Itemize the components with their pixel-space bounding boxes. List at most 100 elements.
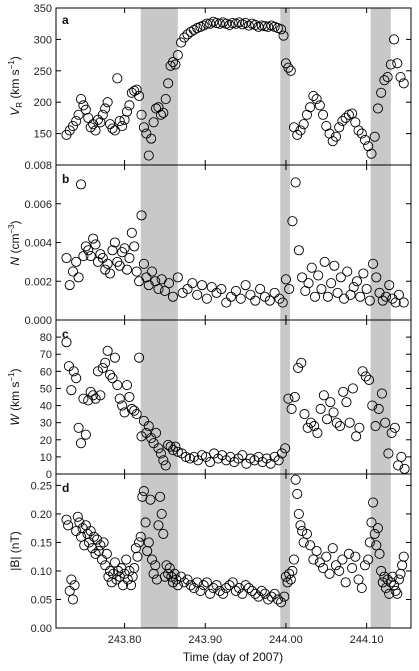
data-point — [97, 362, 108, 373]
data-point — [90, 239, 101, 250]
data-point — [73, 272, 84, 283]
data-point — [102, 258, 113, 269]
points-b — [61, 177, 409, 308]
data-point — [316, 283, 327, 295]
ylabel-a-end: ) — [8, 56, 22, 60]
data-point — [305, 540, 316, 551]
data-point — [88, 233, 99, 244]
data-point — [136, 109, 147, 120]
data-point — [138, 486, 149, 497]
xticks-d — [124, 474, 368, 628]
data-point — [342, 266, 353, 277]
data-point — [155, 491, 166, 502]
data-point — [170, 59, 181, 70]
data-point — [243, 583, 254, 594]
data-point — [145, 494, 156, 505]
data-point — [206, 282, 217, 293]
data-point — [88, 531, 99, 542]
data-point — [313, 270, 324, 281]
data-point — [325, 397, 336, 408]
panel-frame-b — [55, 164, 412, 321]
data-point — [150, 427, 162, 438]
data-point — [96, 554, 108, 565]
data-point — [308, 554, 319, 565]
yticks-d: 0.00 0.05 0.10 0.15 0.20 0.25 — [31, 480, 411, 635]
data-point — [332, 287, 343, 298]
data-point — [372, 103, 383, 114]
data-point — [146, 266, 158, 277]
data-point — [158, 455, 169, 466]
points-d — [61, 474, 409, 608]
data-point — [376, 87, 387, 98]
data-point — [359, 560, 371, 571]
data-point — [167, 56, 179, 68]
data-point — [196, 280, 208, 291]
data-point — [217, 450, 228, 461]
ytick-label: 0.004 — [24, 238, 52, 250]
ytick-label: 0.05 — [31, 594, 52, 606]
data-point — [71, 115, 82, 127]
data-point — [71, 256, 82, 267]
data-point — [119, 243, 130, 254]
ytick-label: 60 — [40, 366, 52, 378]
data-point — [131, 266, 142, 277]
data-point — [140, 517, 151, 528]
data-point — [296, 357, 307, 368]
data-point — [166, 571, 177, 582]
data-point — [73, 422, 84, 433]
data-point — [353, 125, 364, 136]
data-point — [112, 73, 123, 84]
data-point — [288, 554, 300, 565]
data-point — [309, 421, 320, 432]
data-point — [292, 488, 303, 500]
data-point — [263, 594, 274, 605]
data-point — [100, 560, 111, 571]
data-point — [344, 417, 355, 428]
xtick-label: 243.90 — [188, 634, 222, 646]
data-point — [371, 540, 382, 551]
ytick-label: 0.002 — [24, 276, 52, 288]
data-point — [67, 266, 78, 277]
data-point — [85, 122, 96, 133]
data-point — [240, 18, 251, 29]
data-point — [159, 285, 170, 296]
data-point — [298, 119, 309, 130]
data-point — [285, 65, 296, 76]
panel-letter-a: a — [62, 13, 69, 27]
panel-letter-b: b — [62, 172, 69, 186]
panel-b: b N (cm−3) 0.000 0.002 0.004 0.006 0.008 — [7, 160, 412, 327]
data-point — [121, 554, 132, 565]
data-point — [148, 117, 159, 128]
data-point — [298, 537, 309, 548]
data-point — [331, 417, 342, 428]
data-point — [319, 256, 330, 267]
data-point — [369, 131, 380, 142]
panel-d: d |B| (nT) 0.00 0.05 0.10 0.15 0.20 0.25 — [8, 473, 412, 635]
data-point — [160, 94, 171, 105]
data-point — [126, 227, 137, 238]
ytick-label: 30 — [40, 418, 52, 430]
data-point — [237, 588, 248, 599]
data-point — [143, 421, 154, 432]
data-point — [117, 121, 128, 132]
ylabel-a-sub: R — [15, 102, 24, 108]
data-point — [114, 393, 125, 404]
data-point — [335, 272, 346, 283]
data-point — [131, 409, 142, 420]
data-point — [366, 148, 377, 159]
ytick-label: 200 — [34, 97, 52, 109]
ytick-label: 0.000 — [24, 315, 52, 327]
data-point — [64, 280, 75, 291]
data-point — [68, 366, 79, 377]
data-point — [129, 405, 140, 416]
data-point — [293, 508, 304, 519]
data-point — [172, 272, 183, 283]
panel-frame-c — [55, 319, 412, 475]
data-point — [250, 588, 261, 599]
data-point — [324, 568, 335, 579]
data-point — [389, 34, 400, 45]
data-point — [328, 407, 339, 418]
data-point — [150, 560, 161, 571]
data-point — [269, 588, 280, 599]
